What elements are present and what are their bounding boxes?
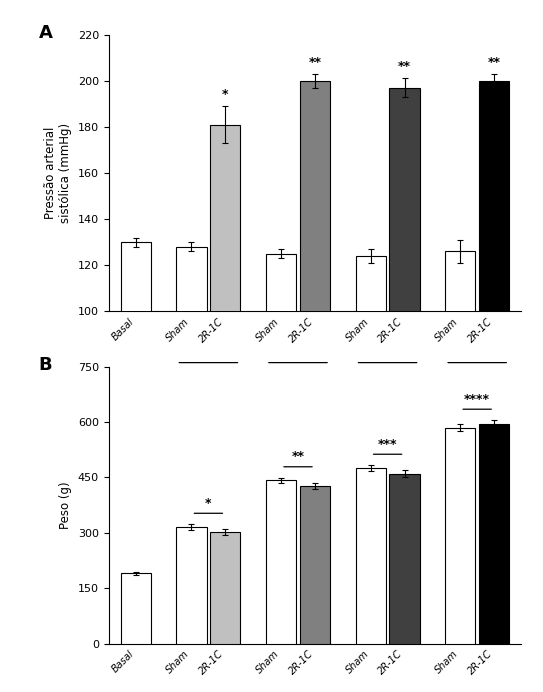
Text: 6 semanas: 6 semanas xyxy=(356,388,419,397)
Text: *: * xyxy=(222,88,229,101)
Text: 2 semanas: 2 semanas xyxy=(177,388,240,397)
Bar xyxy=(300,486,330,644)
Text: 10 semanas: 10 semanas xyxy=(442,388,512,397)
Text: ***: *** xyxy=(378,438,397,451)
Text: 4 semanas: 4 semanas xyxy=(267,388,330,397)
Bar xyxy=(300,81,330,542)
Bar xyxy=(389,474,420,644)
Bar xyxy=(210,532,241,644)
Bar xyxy=(479,424,509,644)
Bar xyxy=(176,527,206,644)
Bar xyxy=(121,242,151,542)
Text: B: B xyxy=(39,356,52,374)
Bar xyxy=(266,480,296,644)
Text: **: ** xyxy=(308,56,321,69)
Bar xyxy=(445,428,475,644)
Bar xyxy=(121,574,151,644)
Text: A: A xyxy=(39,24,52,42)
Text: *: * xyxy=(205,497,212,510)
Bar xyxy=(356,468,386,644)
Text: ****: **** xyxy=(464,393,490,406)
Bar xyxy=(210,125,241,542)
Bar xyxy=(479,81,509,542)
Bar xyxy=(445,251,475,542)
Text: **: ** xyxy=(292,450,305,464)
Text: **: ** xyxy=(488,56,501,69)
Bar xyxy=(266,254,296,542)
Text: **: ** xyxy=(398,60,411,73)
Y-axis label: Peso (g): Peso (g) xyxy=(59,482,72,529)
Bar xyxy=(356,256,386,542)
Y-axis label: Pressão arterial
sistólica (mmHg): Pressão arterial sistólica (mmHg) xyxy=(44,123,72,223)
Bar xyxy=(176,247,206,542)
Bar xyxy=(389,88,420,542)
